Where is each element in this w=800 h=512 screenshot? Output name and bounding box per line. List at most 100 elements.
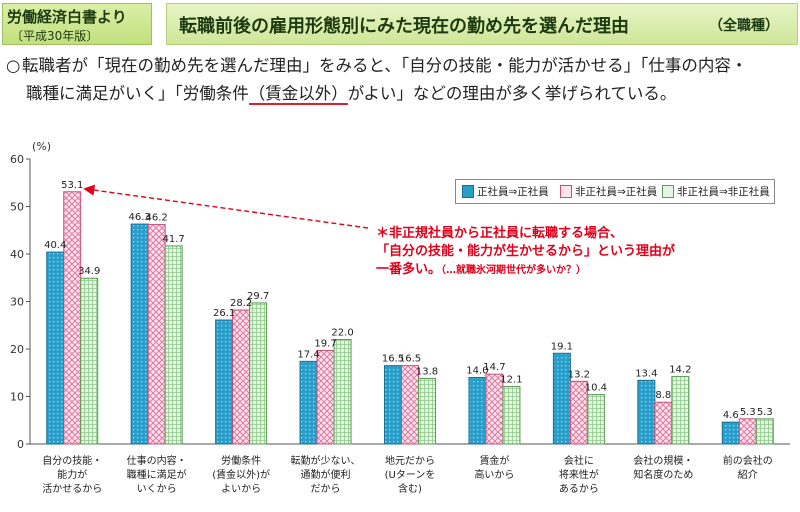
page-title: 転職前後の雇用形態別にみた現在の勤め先を選んだ理由: [179, 16, 629, 37]
data-label: 13.8: [416, 366, 438, 377]
x-tick-label: (Uターンを: [385, 469, 436, 481]
bar: [299, 360, 318, 445]
x-tick-label: 会社に: [564, 454, 594, 467]
x-tick-label: 将来性が: [559, 468, 599, 481]
summary-line-1: ○転職者が「現在の勤め先を選んだ理由」をみると、「自分の技能・能力が活かせる」「…: [2, 52, 792, 80]
bar: [316, 349, 335, 445]
bar: [384, 365, 402, 445]
title-note: （全職種）: [709, 18, 779, 34]
x-tick-label: 高いから: [474, 468, 514, 481]
legend-label-2: 非正社員⇒正社員: [575, 186, 658, 198]
data-label: 5.3: [740, 407, 756, 418]
bar: [418, 377, 436, 445]
bar: [130, 223, 149, 445]
x-tick-label: あるから: [559, 483, 599, 495]
summary-line-2-before: 職種に満足がいく」「労働条件: [26, 84, 249, 103]
x-tick-label: 知名度のため: [633, 468, 693, 481]
x-tick-label: 能力が: [57, 468, 87, 481]
bar: [232, 309, 251, 445]
x-tick-label: 職種に満足が: [127, 468, 187, 481]
data-label: 40.4: [44, 240, 66, 251]
data-label: 8.8: [655, 390, 671, 401]
data-label: 46.2: [146, 213, 168, 224]
legend-item-series-2: 非正社員⇒正社員: [560, 184, 657, 199]
bar: [333, 339, 352, 445]
legend-item-series-1: 正社員⇒正社員: [462, 184, 549, 199]
x-tick-label: 前の会社の: [723, 454, 773, 467]
legend-item-series-3: 非正社員⇒非正社員: [662, 184, 770, 199]
bar: [63, 191, 82, 445]
bar: [468, 377, 487, 445]
data-label: 29.7: [247, 291, 269, 302]
y-tick-label: 40: [10, 248, 24, 261]
legend-swatch-2: [560, 185, 572, 198]
bar: [552, 352, 571, 445]
legend-swatch-3: [662, 185, 674, 198]
x-tick-label: 自分の技能・: [42, 454, 102, 467]
data-label: 14.2: [669, 365, 691, 376]
bar: [738, 418, 757, 445]
bar: [80, 277, 99, 445]
legend-label-1: 正社員⇒正社員: [477, 186, 549, 198]
x-tick-label: 会社の規模・: [633, 454, 693, 467]
data-label: 14.7: [483, 362, 505, 373]
data-label: 26.1: [213, 308, 235, 319]
y-unit-label: (%): [32, 140, 51, 153]
x-tick-label: 労働条件: [221, 454, 261, 467]
summary-line-1-text: 転職者が「現在の勤め先を選んだ理由」をみると、「自分の技能・能力が活かせる」「仕…: [22, 56, 748, 75]
y-tick-label: 30: [10, 296, 24, 309]
data-label: 19.1: [551, 341, 573, 352]
data-label: 28.2: [230, 298, 252, 309]
chart-legend: 正社員⇒正社員 非正社員⇒正社員 非正社員⇒非正社員: [455, 179, 775, 204]
x-tick-label: 賃金が: [479, 454, 509, 467]
x-tick-label: 転勤が少ない、: [291, 454, 361, 467]
summary-underlined-text: （賃金以外）: [248, 84, 348, 105]
data-label: 13.4: [635, 368, 657, 379]
annotation-line-3-main: 一番多い。: [376, 262, 442, 277]
x-tick-label: 通勤が便利: [301, 468, 351, 481]
bar: [654, 401, 673, 445]
title-bar: 転職前後の雇用形態別にみた現在の勤め先を選んだ理由 （全職種）: [166, 3, 798, 45]
bar: [215, 319, 234, 445]
bullet-icon: ○: [6, 56, 21, 75]
data-label: 17.4: [297, 349, 319, 360]
legend-label-3: 非正社員⇒非正社員: [677, 186, 770, 198]
x-tick-label: 仕事の内容・: [127, 454, 187, 467]
source-year: 〔平成30年版〕: [11, 29, 99, 43]
bar: [671, 376, 690, 445]
bar: [46, 251, 65, 445]
bar-layer: [46, 191, 774, 445]
summary-line-2-after: がよい」などの理由が多く挙げられている。: [347, 84, 677, 103]
x-tick-label: 活かせるから: [42, 483, 102, 495]
bar: [721, 421, 740, 445]
x-tick-label: 地元だから: [385, 454, 435, 467]
summary-line-2: 職種に満足がいく」「労働条件（賃金以外）がよい」などの理由が多く挙げられている。: [2, 80, 792, 108]
annotation-line-1: ＊非正規社員から正社員に転職する場合、: [376, 226, 624, 241]
data-label: 12.1: [500, 375, 522, 386]
data-label: 4.6: [723, 410, 739, 421]
x-tick-label: いくから: [137, 483, 177, 495]
source-title: 労働経済白書より: [7, 8, 127, 26]
bar: [147, 224, 166, 445]
x-tick-label: 紹介: [738, 468, 758, 481]
data-label: 46.3: [129, 212, 151, 223]
y-tick-label: 20: [10, 343, 24, 356]
source-badge: 労働経済白書より 〔平成30年版〕: [2, 3, 152, 45]
data-label: 16.5: [382, 354, 404, 365]
data-label: 34.9: [78, 266, 100, 277]
data-label: 13.2: [568, 369, 590, 380]
chart-annotation: ＊非正規社員から正社員に転職する場合、 「自分の技能・能力が生かせるから」という…: [376, 225, 675, 280]
legend-swatch-1: [462, 185, 474, 198]
data-label: 14.0: [466, 366, 488, 377]
data-label: 16.5: [399, 354, 421, 365]
bar: [755, 418, 774, 445]
summary-text: ○転職者が「現在の勤め先を選んだ理由」をみると、「自分の技能・能力が活かせる」「…: [2, 52, 792, 108]
bar: [502, 386, 521, 445]
bar: [249, 302, 268, 445]
y-tick-label: 60: [10, 153, 24, 166]
annotation-line-3: 一番多い。（…就職氷河期世代が多いか？）: [376, 261, 675, 280]
x-tick-label: だから: [311, 483, 341, 495]
bar: [586, 394, 605, 445]
